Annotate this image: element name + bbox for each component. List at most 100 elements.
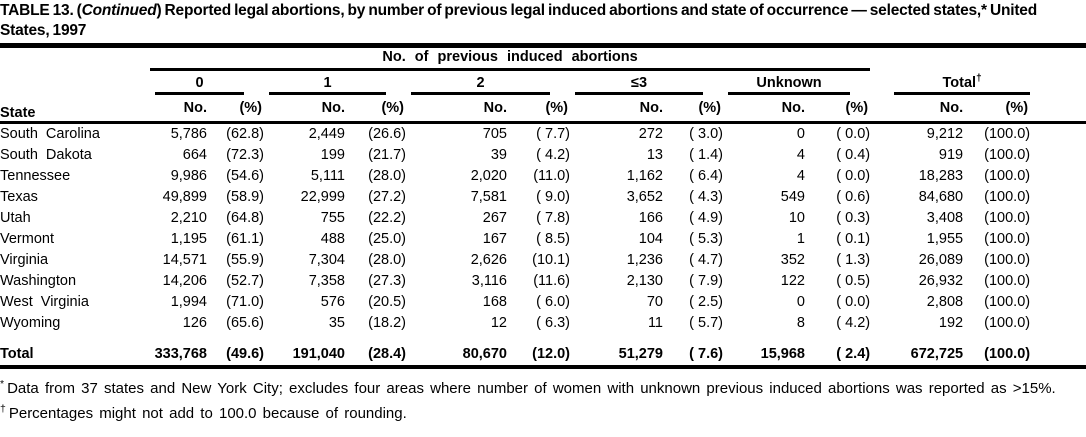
percent-cell: (27.3) — [368, 273, 406, 289]
count-cell: 2,626 — [470, 252, 507, 268]
percent-cell: (58.9) — [226, 189, 264, 205]
count-cell: 0 — [796, 294, 805, 310]
table-row: South Dakota 664 (72.3) 199 (21.7) 39 ( 4.2) 13… — [0, 145, 1086, 166]
state-cell: Wyoming — [0, 315, 61, 331]
table-row: Vermont 1,195 (61.1) 488 (25.0) 167 ( 8.5) 104 (… — [0, 229, 1086, 250]
spanner-row: State No. of previous induced abortions — [0, 45, 1086, 124]
percent-cell: ( 4.9) — [689, 210, 723, 226]
state-cell: Virginia — [0, 252, 49, 268]
state-cell: Tennessee — [0, 168, 71, 184]
row-spacer — [1030, 229, 1086, 250]
percent-cell: ( 7.9) — [689, 273, 723, 289]
count-cell: 1 — [796, 231, 805, 247]
percent-cell: (25.0) — [368, 231, 406, 247]
pct-header: (%) — [507, 94, 570, 124]
footnotes: * Data from 37 states and New York City; … — [0, 374, 1086, 424]
percent-cell: ( 5.3) — [689, 231, 723, 247]
row-spacer — [1030, 166, 1086, 187]
pct-header: (%) — [963, 94, 1031, 124]
right-margin-spacer — [1030, 45, 1086, 124]
count-cell: 0 — [796, 126, 805, 142]
percent-cell: (65.6) — [226, 315, 264, 331]
percent-cell: (10.1) — [532, 252, 570, 268]
count-cell: 4 — [796, 147, 805, 163]
table-row: Utah 2,210 (64.8) 755 (22.2) 267 ( 7.8) 166 ( 4.… — [0, 208, 1086, 229]
row-spacer — [1030, 313, 1086, 334]
percent-cell: (18.2) — [368, 315, 406, 331]
count-cell: 267 — [482, 210, 507, 226]
subheader-row: No. (%) No. (%) No. (%) No. (%) No. (%) … — [0, 94, 1086, 124]
percent-cell: ( 9.0) — [536, 189, 570, 205]
percent-cell: ( 2.5) — [689, 294, 723, 310]
group-header-unknown: Unknown — [723, 71, 870, 95]
footnote-text: Percentages might not add to 100.0 becau… — [8, 405, 407, 422]
percent-cell: ( 4.7) — [689, 252, 723, 268]
row-spacer — [1030, 145, 1086, 166]
pct-header: (%) — [663, 94, 723, 124]
count-cell: 2,808 — [926, 294, 964, 310]
state-cell: Washington — [0, 273, 77, 289]
total-row: Total 333,768 (49.6) 191,040 (28.4) 80,670 (12… — [0, 334, 1086, 367]
group-header-le3: ≤3 — [570, 71, 723, 95]
percent-cell: (21.7) — [368, 147, 406, 163]
table-row: West Virginia 1,994 (71.0) 576 (20.5) 168 ( 6.… — [0, 292, 1086, 313]
percent-cell: ( 6.3) — [536, 315, 570, 331]
count-cell: 3,116 — [471, 273, 507, 289]
no-header: No. — [870, 94, 964, 124]
row-spacer — [1030, 292, 1086, 313]
footnote-data-source: * Data from 37 states and New York City; … — [0, 374, 1086, 399]
percent-cell: ( 0.3) — [836, 210, 871, 226]
count-cell: 3,652 — [626, 189, 663, 205]
percent-cell: (55.9) — [226, 252, 264, 268]
pct-header: (%) — [805, 94, 871, 124]
percent-cell: (49.6) — [226, 346, 264, 362]
count-cell: 192 — [938, 315, 964, 331]
count-cell: 5,111 — [310, 168, 345, 184]
percent-cell: (20.5) — [368, 294, 406, 310]
table-row: Tennessee 9,986 (54.6) 5,111 (28.0) 2,020 (11.… — [0, 166, 1086, 187]
row-spacer — [1030, 208, 1086, 229]
asterisk-marker: * — [0, 378, 5, 390]
no-header: No. — [264, 94, 345, 124]
count-cell: 14,571 — [162, 252, 207, 268]
count-cell: 18,283 — [918, 168, 964, 184]
state-cell: Total — [0, 346, 34, 362]
count-cell: 104 — [638, 231, 663, 247]
count-cell: 122 — [780, 273, 805, 289]
percent-cell: (100.0) — [984, 147, 1031, 163]
state-cell: Vermont — [0, 231, 54, 247]
count-cell: 2,130 — [626, 273, 663, 289]
count-cell: 5,786 — [170, 126, 207, 142]
dagger-marker: † — [976, 72, 982, 84]
percent-cell: (100.0) — [984, 346, 1031, 362]
table-body: South Carolina 5,786 (62.8) 2,449 (26.6) 705 (… — [0, 123, 1086, 368]
percent-cell: ( 2.4) — [836, 346, 871, 362]
percent-cell: ( 0.4) — [836, 147, 871, 163]
row-spacer — [1030, 123, 1086, 146]
abortions-by-state-table: State No. of previous induced abortions … — [0, 43, 1086, 369]
percent-cell: (54.6) — [226, 168, 264, 184]
row-spacer — [1030, 271, 1086, 292]
state-column-header: State — [0, 45, 150, 124]
count-cell: 10 — [788, 210, 805, 226]
table-row: Texas 49,899 (58.9) 22,999 (27.2) 7,581 ( 9.0)… — [0, 187, 1086, 208]
percent-cell: (72.3) — [226, 147, 264, 163]
percent-cell: (100.0) — [984, 210, 1031, 226]
percent-cell: ( 1.3) — [836, 252, 871, 268]
count-cell: 14,206 — [162, 273, 207, 289]
percent-cell: ( 0.6) — [836, 189, 871, 205]
percent-cell: (100.0) — [984, 294, 1031, 310]
count-cell: 1,955 — [926, 231, 964, 247]
count-cell: 84,680 — [918, 189, 964, 205]
count-cell: 26,932 — [918, 273, 964, 289]
percent-cell: (100.0) — [984, 189, 1031, 205]
count-cell: 4 — [796, 168, 805, 184]
row-spacer — [1030, 187, 1086, 208]
table-row: Wyoming 126 (65.6) 35 (18.2) 12 ( 6.3) 11 ( 5.7)… — [0, 313, 1086, 334]
state-cell: West Virginia — [0, 294, 89, 310]
percent-cell: (26.6) — [368, 126, 406, 142]
count-cell: 2,449 — [308, 126, 345, 142]
count-cell: 49,899 — [162, 189, 207, 205]
count-cell: 3,408 — [926, 210, 964, 226]
